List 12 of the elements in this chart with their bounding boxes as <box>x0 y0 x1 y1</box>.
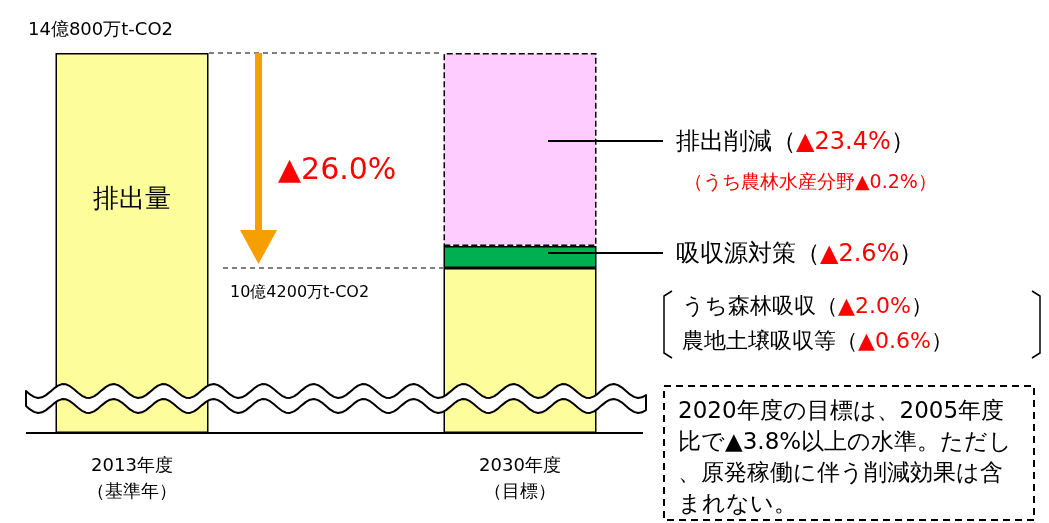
annotation: ▲26.0% <box>278 150 397 186</box>
x-tick-label: 2030年度（目標） <box>479 453 561 501</box>
text: 農地土壌吸収等（▲0.6%） <box>682 327 953 353</box>
annotation: 排出量 <box>93 183 171 213</box>
text: （うち農林水産分野▲0.2%） <box>684 170 937 192</box>
text: うち森林吸収（▲2.0%） <box>682 292 933 318</box>
x-tick-label: 2013年度（基準年） <box>87 453 177 501</box>
text: 排出削減（▲23.4%） <box>676 127 915 155</box>
annotation: 10億4200万t-CO2 <box>230 281 370 301</box>
text: 吸収源対策（▲2.6%） <box>676 239 924 267</box>
text: 14億800万t-CO2 <box>28 17 174 39</box>
text: 2020年度の目標は、2005年度比で▲3.8%以上の水準。ただし、原発稼働に伴う削減効果は含まれない。 <box>678 396 1013 516</box>
